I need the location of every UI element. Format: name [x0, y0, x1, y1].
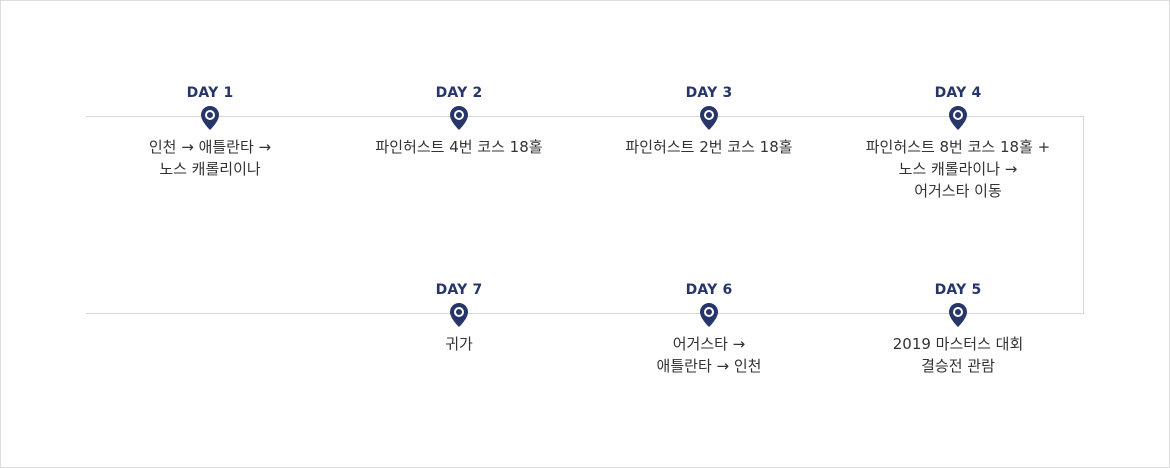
day-label: DAY 1	[186, 85, 234, 101]
stop-description: 파인허스트 8번 코스 18홀 + 노스 캐롤라이나 → 어거스타 이동	[865, 138, 1051, 200]
day-label: DAY 7	[435, 282, 483, 298]
itinerary-stop-day4: DAY 4 파인허스트 8번 코스 18홀 + 노스 캐롤라이나 → 어거스타 …	[838, 84, 1078, 202]
map-pin-icon	[201, 106, 219, 130]
stop-description: 파인허스트 4번 코스 18홀	[375, 138, 543, 156]
map-pin-icon	[949, 106, 967, 130]
stop-description: 어거스타 → 애틀란타 → 인천	[656, 335, 762, 375]
itinerary-stop-day5: DAY 5 2019 마스터스 대회 결승전 관람	[838, 281, 1078, 377]
itinerary-stop-day7: DAY 7 귀가	[339, 281, 579, 355]
map-pin-icon	[700, 106, 718, 130]
stop-description: 귀가	[445, 335, 473, 353]
day-label: DAY 5	[934, 282, 982, 298]
map-pin-icon	[450, 303, 468, 327]
itinerary-stop-day2: DAY 2 파인허스트 4번 코스 18홀	[339, 84, 579, 158]
stop-description: 2019 마스터스 대회 결승전 관람	[892, 335, 1024, 375]
map-pin-icon	[450, 106, 468, 130]
timeline-right-connector	[1083, 116, 1084, 314]
timeline-top-line	[86, 116, 1084, 117]
stop-description: 파인허스트 2번 코스 18홀	[625, 138, 793, 156]
day-label: DAY 3	[685, 85, 733, 101]
itinerary-stop-day3: DAY 3 파인허스트 2번 코스 18홀	[589, 84, 829, 158]
map-pin-icon	[700, 303, 718, 327]
itinerary-stop-day6: DAY 6 어거스타 → 애틀란타 → 인천	[589, 281, 829, 377]
day-label: DAY 6	[685, 282, 733, 298]
map-pin-icon	[949, 303, 967, 327]
day-label: DAY 4	[934, 85, 982, 101]
day-label: DAY 2	[435, 85, 483, 101]
stop-description: 인천 → 애틀란타 → 노스 캐롤리이나	[148, 138, 272, 178]
itinerary-stop-day1: DAY 1 인천 → 애틀란타 → 노스 캐롤리이나	[90, 84, 330, 180]
timeline-bottom-line	[86, 313, 1084, 314]
